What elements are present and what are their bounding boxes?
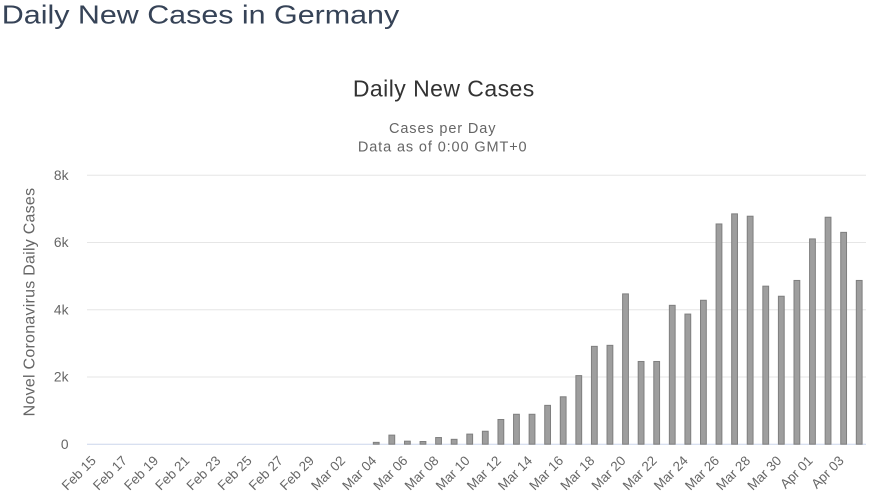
svg-text:Daily New Cases: Daily New Cases	[353, 76, 535, 102]
svg-text:Daily New Cases in Germany: Daily New Cases in Germany	[2, 0, 400, 29]
svg-text:0: 0	[61, 437, 69, 452]
svg-text:Cases per Day: Cases per Day	[389, 121, 496, 137]
svg-text:Data as of 0:00 GMT+0: Data as of 0:00 GMT+0	[358, 139, 528, 155]
svg-text:4k: 4k	[54, 302, 69, 317]
svg-text:Novel Coronavirus Daily Cases: Novel Coronavirus Daily Cases	[22, 188, 39, 417]
svg-text:2k: 2k	[54, 370, 69, 385]
svg-text:8k: 8k	[54, 168, 69, 183]
svg-text:6k: 6k	[54, 235, 69, 250]
